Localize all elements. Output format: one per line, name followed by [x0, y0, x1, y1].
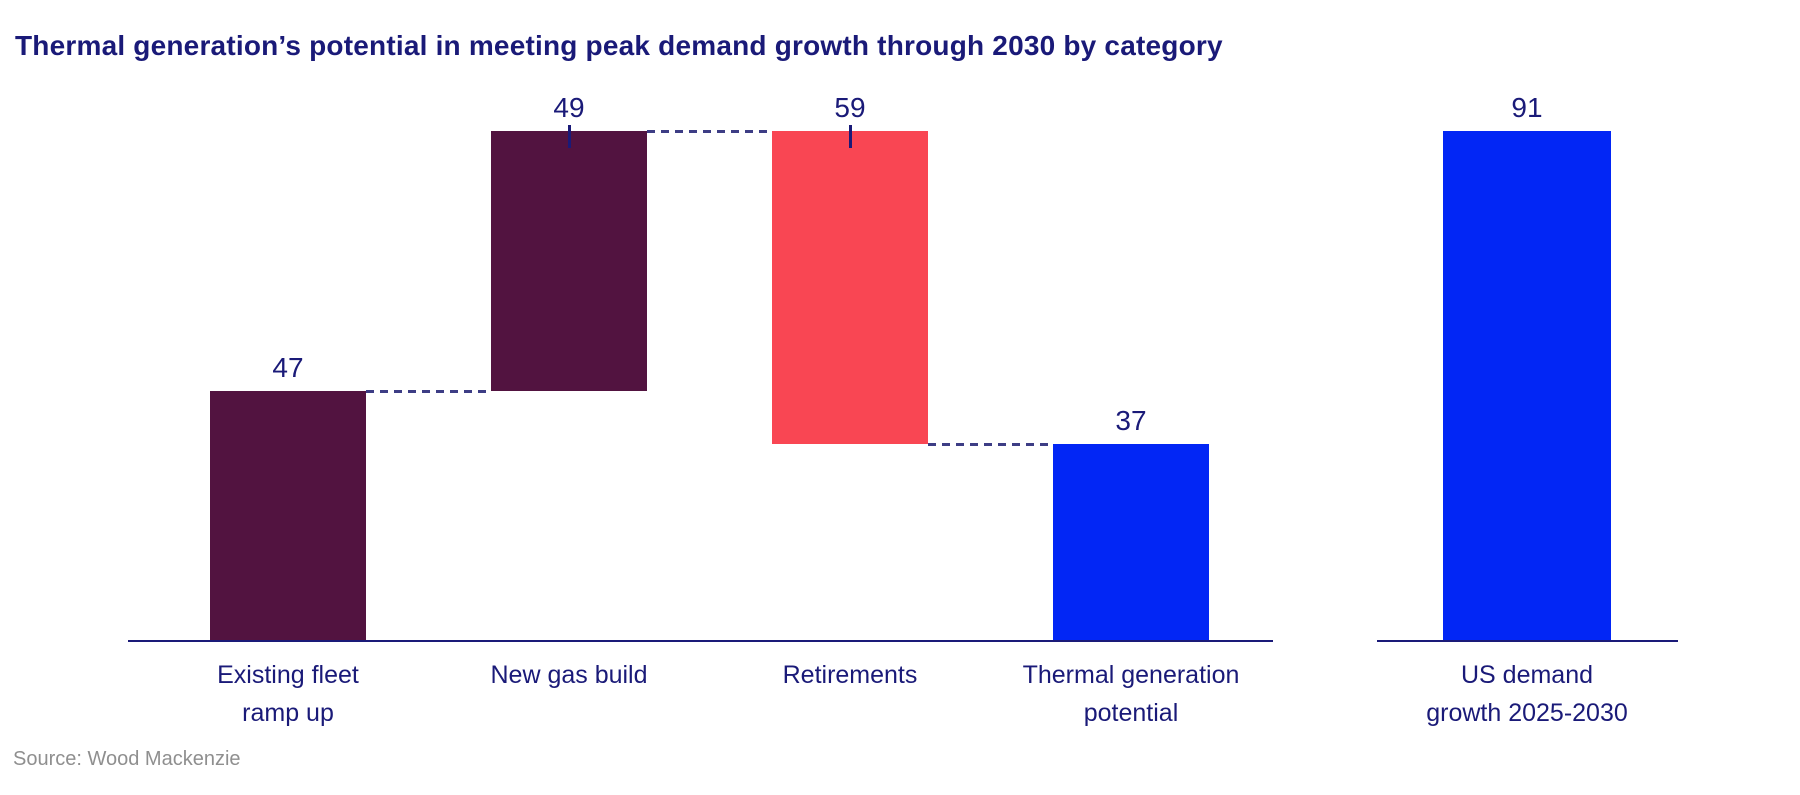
waterfall-connector-0 [366, 390, 491, 393]
category-label-line: ramp up [242, 699, 334, 727]
label-tick-new-gas-build [568, 125, 571, 148]
waterfall-connector-1 [647, 130, 772, 133]
source-note: Source: Wood Mackenzie [13, 748, 241, 770]
category-label-line: US demand [1460, 661, 1594, 689]
value-label-thermal-generation-potential: 37 [1115, 405, 1147, 436]
x-axis-waterfall [128, 640, 1273, 642]
category-label-existing-fleet-ramp-up: Existing fleet ramp up [128, 656, 448, 732]
waterfall-connector-2 [928, 443, 1053, 446]
bar-new-gas-build [491, 131, 647, 391]
chart-title: Thermal generation’s potential in meetin… [15, 30, 1223, 61]
category-label-us-demand-growth-2025-2030: US demand growth 2025-2030 [1367, 656, 1687, 732]
category-label-line: Retirements [782, 661, 918, 689]
category-label-line: potential [1083, 699, 1179, 727]
bar-existing-fleet-ramp-up [210, 391, 366, 641]
category-label-line: Existing fleet [217, 661, 359, 689]
category-label-new-gas-build: New gas build [409, 656, 729, 694]
label-tick-retirements [849, 125, 852, 148]
value-label-existing-fleet-ramp-up: 47 [272, 352, 304, 383]
x-axis-comparison [1377, 640, 1678, 642]
bar-us-demand-growth-2025-2030 [1443, 131, 1611, 641]
bar-thermal-generation-potential [1053, 444, 1209, 641]
bar-retirements [772, 131, 928, 444]
category-label-thermal-generation-potential: Thermal generation potential [971, 656, 1291, 732]
value-label-new-gas-build: 49 [553, 92, 585, 123]
category-label-retirements: Retirements [690, 656, 1010, 694]
category-label-line: New gas build [490, 661, 648, 689]
category-label-line: Thermal generation [1022, 661, 1240, 689]
category-label-line: growth 2025-2030 [1426, 699, 1628, 727]
value-label-us-demand-growth-2025-2030: 91 [1511, 92, 1543, 123]
value-label-retirements: 59 [834, 92, 866, 123]
